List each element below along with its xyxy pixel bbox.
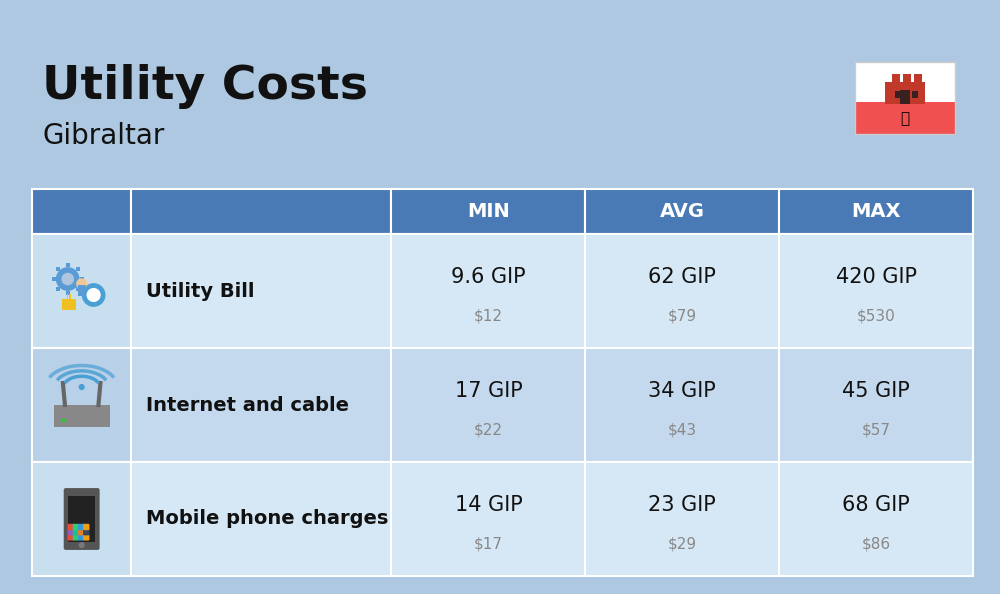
FancyBboxPatch shape bbox=[78, 529, 84, 535]
Text: MAX: MAX bbox=[852, 202, 901, 221]
Text: $43: $43 bbox=[668, 422, 697, 438]
Circle shape bbox=[57, 268, 79, 290]
Text: 420 GIP: 420 GIP bbox=[836, 267, 917, 287]
Bar bbox=[32, 189, 131, 234]
FancyBboxPatch shape bbox=[73, 529, 79, 535]
FancyBboxPatch shape bbox=[83, 529, 89, 535]
FancyBboxPatch shape bbox=[78, 524, 84, 530]
Bar bbox=[902, 74, 911, 82]
FancyBboxPatch shape bbox=[67, 529, 74, 535]
Bar bbox=[855, 62, 955, 134]
Text: Utility Bill: Utility Bill bbox=[146, 282, 255, 301]
FancyBboxPatch shape bbox=[73, 534, 79, 541]
Bar bbox=[391, 462, 585, 576]
Bar bbox=[391, 189, 585, 234]
Bar bbox=[32, 462, 131, 576]
Bar bbox=[131, 189, 391, 234]
Text: Utility Costs: Utility Costs bbox=[42, 64, 368, 109]
Bar bbox=[131, 234, 391, 348]
Bar bbox=[68, 497, 95, 542]
Circle shape bbox=[77, 279, 86, 289]
Bar bbox=[54, 405, 110, 427]
Bar bbox=[892, 74, 900, 82]
Bar bbox=[895, 91, 901, 98]
Bar bbox=[779, 348, 973, 462]
Bar bbox=[32, 348, 131, 462]
Text: 14 GIP: 14 GIP bbox=[455, 495, 522, 516]
Text: Internet and cable: Internet and cable bbox=[146, 396, 349, 415]
Text: Gibraltar: Gibraltar bbox=[42, 122, 164, 150]
Circle shape bbox=[79, 543, 84, 548]
Bar bbox=[391, 348, 585, 462]
Text: $79: $79 bbox=[668, 308, 697, 324]
Text: 68 GIP: 68 GIP bbox=[842, 495, 910, 516]
FancyBboxPatch shape bbox=[83, 534, 89, 541]
Text: 🗝: 🗝 bbox=[900, 110, 910, 126]
Bar bbox=[855, 102, 955, 134]
Bar bbox=[912, 91, 918, 98]
Text: $12: $12 bbox=[474, 308, 503, 324]
Bar bbox=[779, 189, 973, 234]
Bar bbox=[56, 267, 60, 271]
Text: $22: $22 bbox=[474, 422, 503, 438]
Bar bbox=[779, 234, 973, 348]
FancyBboxPatch shape bbox=[83, 524, 89, 530]
Text: 23 GIP: 23 GIP bbox=[648, 495, 716, 516]
Bar bbox=[67, 294, 68, 299]
Bar bbox=[131, 348, 391, 462]
Bar bbox=[585, 234, 779, 348]
Text: $86: $86 bbox=[862, 536, 891, 552]
Text: 34 GIP: 34 GIP bbox=[648, 381, 716, 402]
Bar bbox=[52, 277, 56, 281]
Text: $17: $17 bbox=[474, 536, 503, 552]
FancyBboxPatch shape bbox=[64, 488, 100, 550]
Circle shape bbox=[62, 273, 73, 285]
Text: 62 GIP: 62 GIP bbox=[648, 267, 716, 287]
Bar bbox=[885, 82, 925, 104]
Bar bbox=[585, 189, 779, 234]
Bar bbox=[779, 462, 973, 576]
Bar bbox=[585, 462, 779, 576]
Bar bbox=[76, 267, 80, 271]
FancyBboxPatch shape bbox=[67, 534, 74, 541]
Text: MIN: MIN bbox=[467, 202, 510, 221]
Bar bbox=[914, 74, 922, 82]
Text: $29: $29 bbox=[668, 536, 697, 552]
Bar bbox=[66, 291, 70, 295]
Circle shape bbox=[87, 289, 100, 301]
Bar bbox=[66, 263, 70, 267]
Text: 45 GIP: 45 GIP bbox=[842, 381, 910, 402]
Circle shape bbox=[82, 284, 105, 306]
Text: $530: $530 bbox=[857, 308, 896, 324]
Text: 9.6 GIP: 9.6 GIP bbox=[451, 267, 526, 287]
Text: Mobile phone charges: Mobile phone charges bbox=[146, 510, 389, 529]
Circle shape bbox=[79, 385, 84, 390]
Text: 17 GIP: 17 GIP bbox=[455, 381, 522, 402]
Bar bbox=[391, 234, 585, 348]
Bar bbox=[900, 90, 910, 104]
FancyBboxPatch shape bbox=[73, 524, 79, 530]
Bar bbox=[56, 287, 60, 291]
Bar bbox=[78, 285, 86, 296]
Text: AVG: AVG bbox=[660, 202, 705, 221]
Bar bbox=[62, 299, 76, 309]
FancyBboxPatch shape bbox=[78, 534, 84, 541]
Bar bbox=[131, 462, 391, 576]
Bar bbox=[80, 277, 84, 281]
Bar bbox=[69, 294, 71, 299]
Bar bbox=[585, 348, 779, 462]
Bar bbox=[62, 419, 66, 422]
Bar bbox=[32, 234, 131, 348]
Text: $57: $57 bbox=[862, 422, 891, 438]
Bar bbox=[855, 62, 955, 102]
Bar bbox=[76, 287, 80, 291]
FancyBboxPatch shape bbox=[67, 524, 74, 530]
